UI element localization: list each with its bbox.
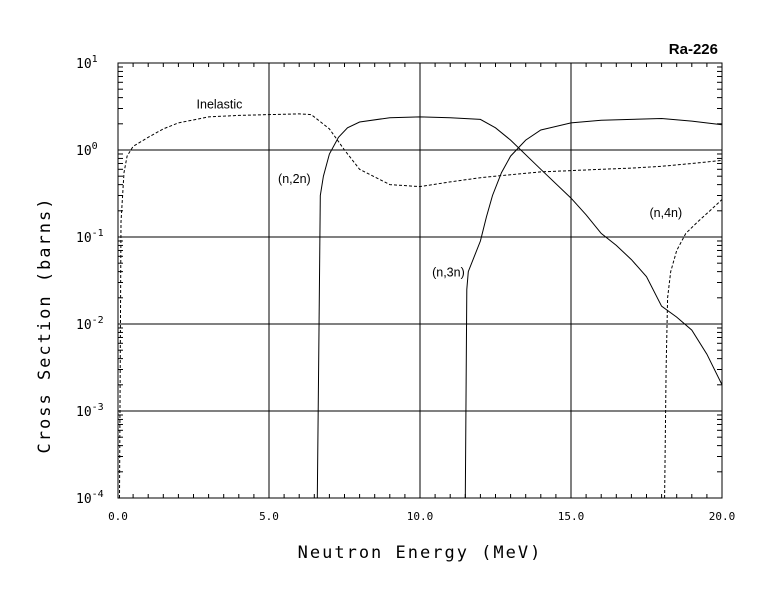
series-annotation-0: Inelastic — [197, 97, 243, 111]
series-annotation-1: (n,2n) — [278, 172, 311, 186]
chart-title: Ra-226 — [669, 41, 718, 58]
series-line-n-4n — [665, 200, 722, 499]
x-tick-label-2: 10.0 — [407, 510, 434, 523]
x-tick-labels: 0.0 5.0 10.0 15.0 20.0 — [108, 510, 735, 523]
y-tick-label-0: 10-4 — [76, 489, 104, 507]
series-annotation-3: (n,4n) — [650, 206, 683, 220]
series-line-inelastic — [120, 114, 723, 498]
x-tick-label-1: 5.0 — [259, 510, 279, 523]
x-tick-label-3: 15.0 — [558, 510, 585, 523]
y-tick-label-1: 10-3 — [76, 402, 104, 420]
series-layer — [120, 114, 723, 498]
x-tick-label-4: 20.0 — [709, 510, 736, 523]
series-annotation-2: (n,3n) — [432, 266, 465, 280]
y-tick-label-2: 10-2 — [76, 315, 104, 333]
y-tick-label-4: 100 — [76, 141, 98, 159]
y-tick-label-3: 10-1 — [76, 228, 104, 246]
x-axis-label: Neutron Energy (MeV) — [298, 543, 543, 563]
y-tick-labels: 10-4 10-3 10-2 10-1 100 101 — [76, 54, 104, 507]
x-tick-label-0: 0.0 — [108, 510, 128, 523]
grid — [118, 63, 722, 498]
y-tick-label-5: 101 — [76, 54, 98, 72]
y-axis-label: Cross Section (barns) — [35, 197, 55, 454]
